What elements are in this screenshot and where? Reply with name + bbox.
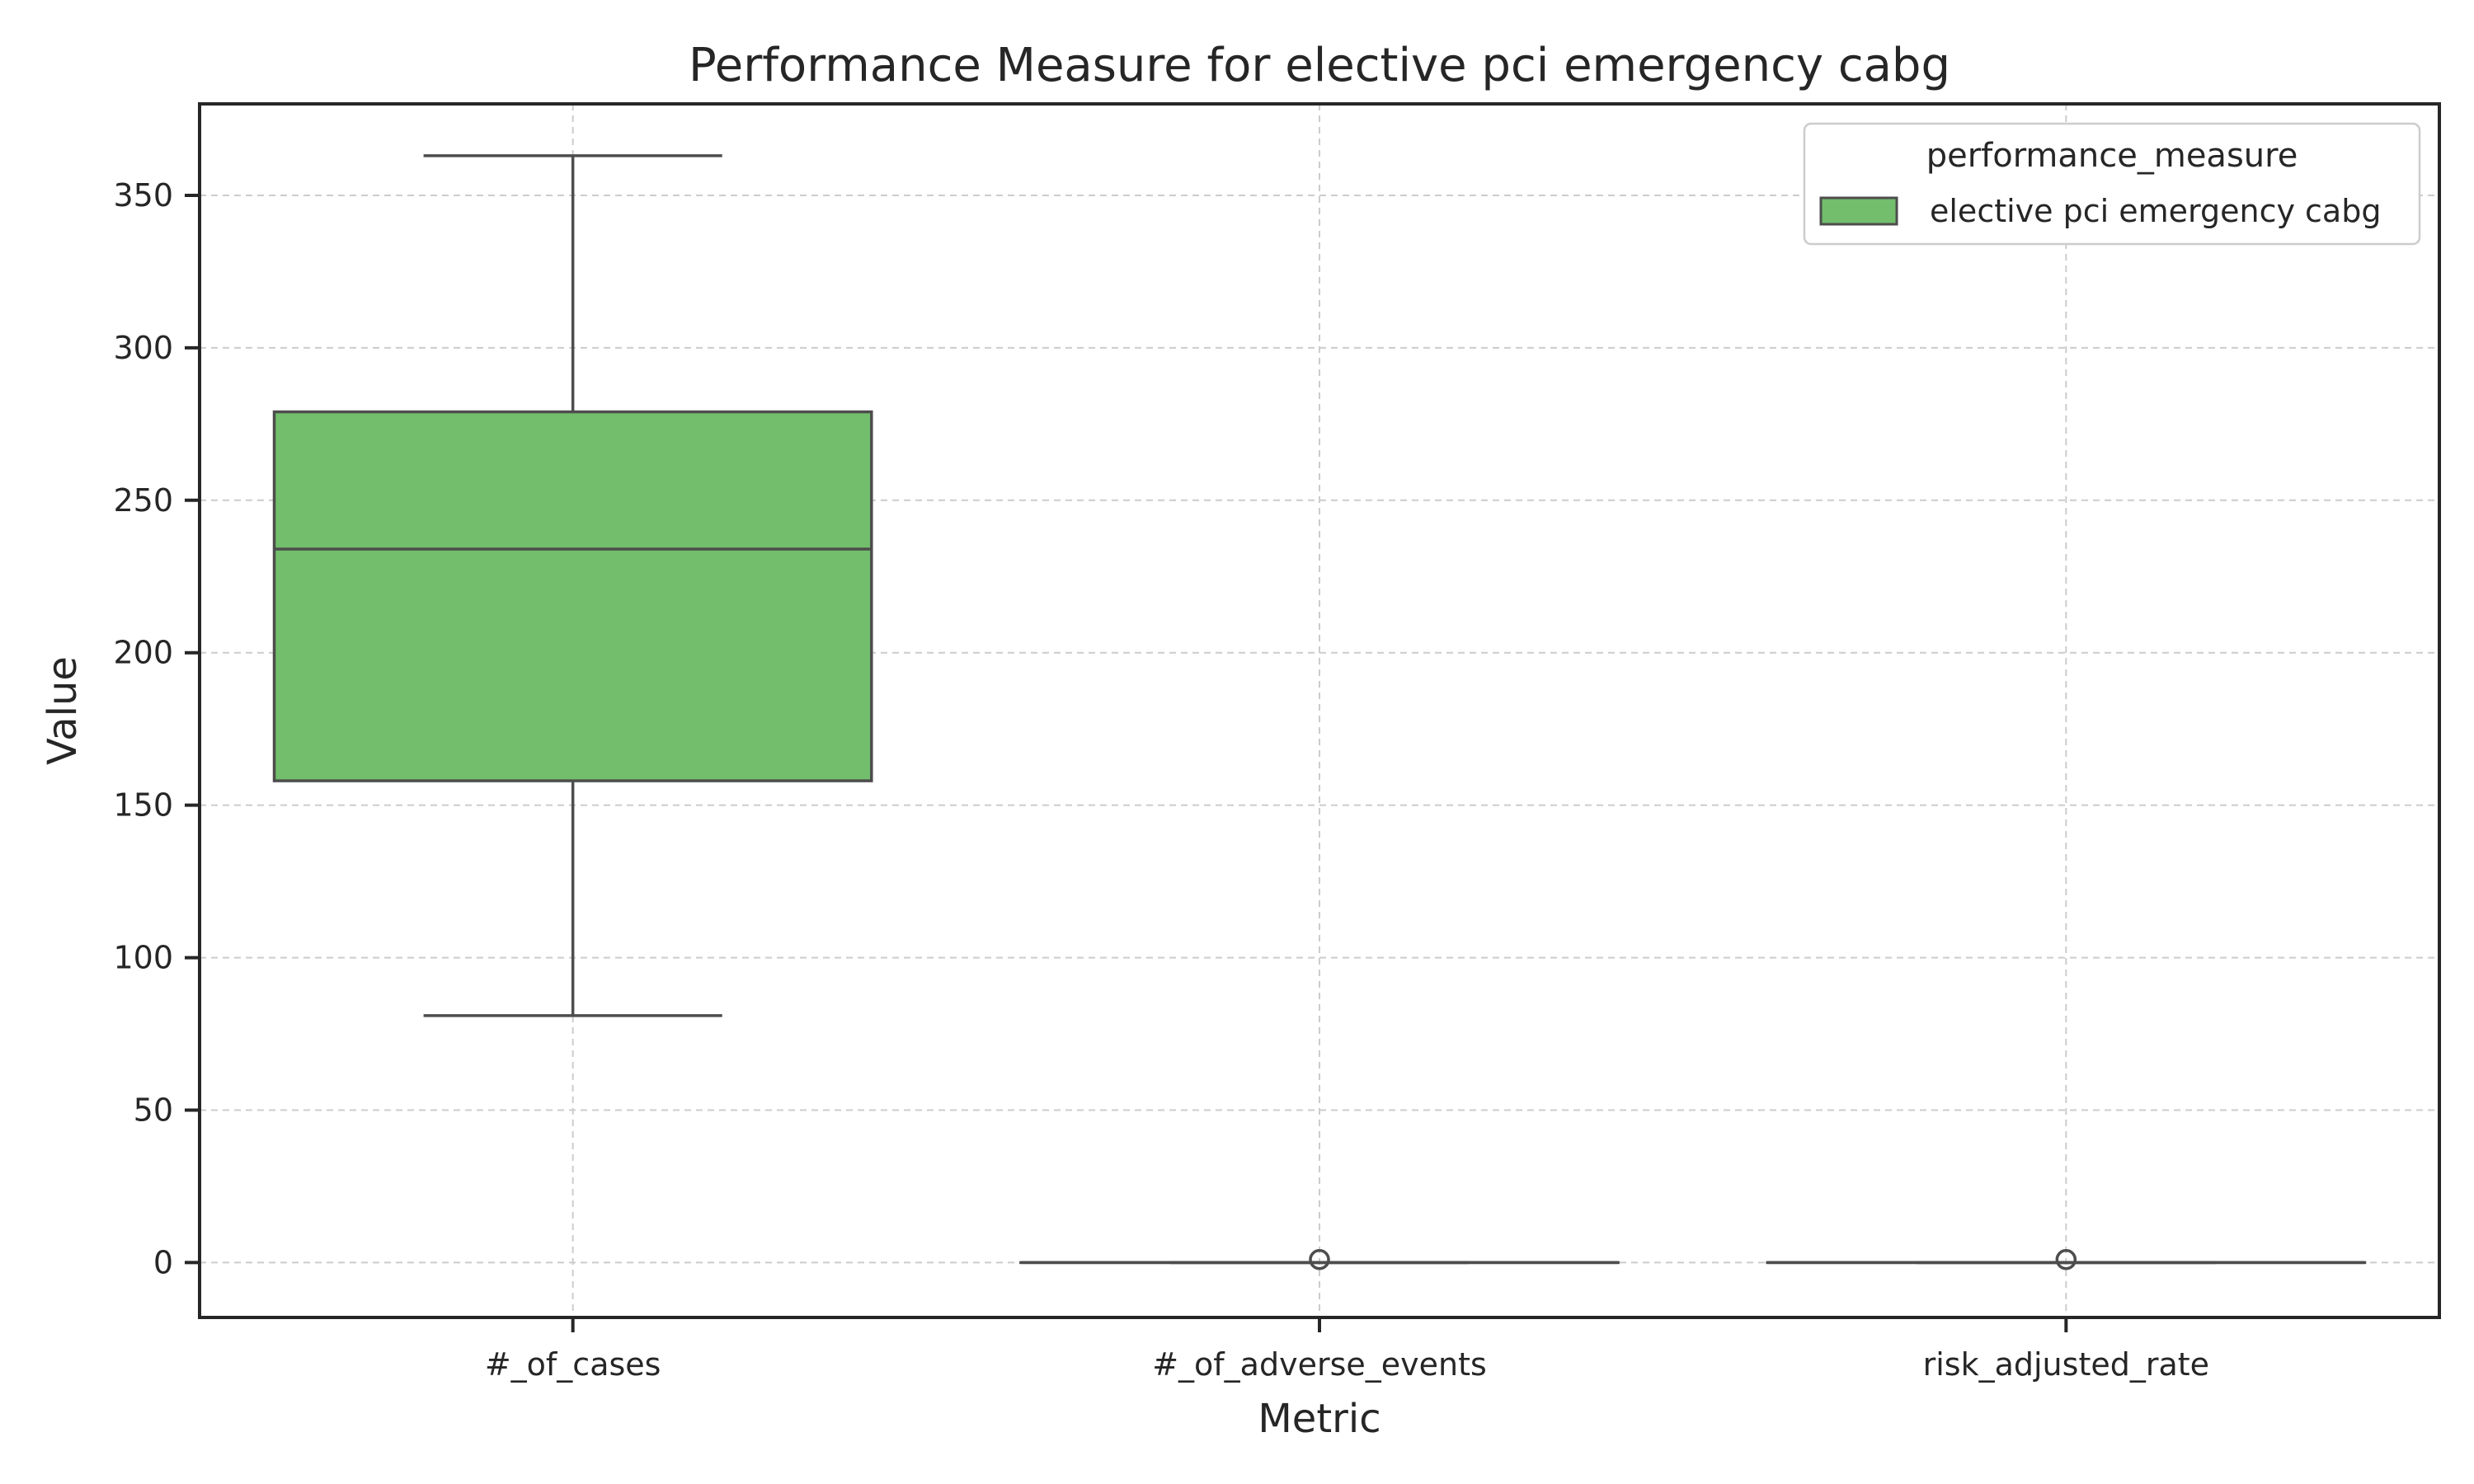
y-tick-label: 50 (134, 1092, 173, 1129)
x-tick-label: risk_adjusted_rate (1923, 1346, 2209, 1383)
outlier-point (2055, 1248, 2077, 1270)
outlier-point (1309, 1248, 1330, 1270)
y-tick-label: 150 (113, 787, 173, 824)
x-tick-label: #_of_cases (485, 1346, 661, 1383)
ticks: 0 50 100 150 200 250 300 350 #_of_cases #_of_adve… (113, 177, 2209, 1383)
x-axis-label: Metric (1258, 1396, 1380, 1442)
box-of-cases (272, 154, 873, 1017)
chart-title: Performance Measure for elective pci eme… (689, 39, 1950, 92)
boxes (272, 154, 2367, 1270)
legend: performance_measure elective pci emergen… (1803, 122, 2421, 246)
legend-entry-label: elective pci emergency cabg (1930, 193, 2381, 229)
y-axis-label: Value (40, 656, 86, 765)
y-tick-label: 200 (113, 635, 173, 671)
box-of-adverse-events (1019, 1248, 1620, 1270)
legend-swatch (1819, 196, 1898, 226)
y-tick-label: 250 (113, 482, 173, 519)
iqr-box (272, 410, 873, 782)
y-tick-label: 300 (113, 330, 173, 366)
legend-frame (1803, 122, 2421, 246)
x-tick-label: #_of_adverse_events (1152, 1346, 1487, 1383)
box-risk-adjusted-rate (1766, 1248, 2367, 1270)
y-tick-label: 350 (113, 177, 173, 214)
y-tick-label: 0 (153, 1244, 173, 1280)
legend-title: performance_measure (1926, 137, 2298, 175)
y-tick-label: 100 (113, 940, 173, 976)
